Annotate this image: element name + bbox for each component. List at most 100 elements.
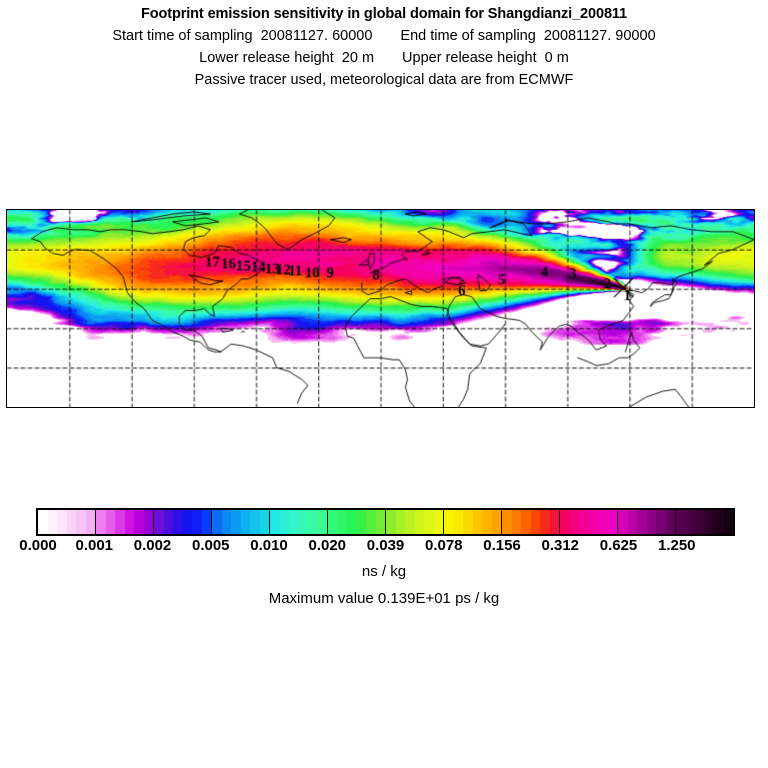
- colorbar-tick-7: 0.078: [424, 537, 463, 554]
- colorbar-band: [308, 510, 318, 534]
- colorbar-segment-5: [328, 510, 386, 534]
- colorbar-band: [695, 510, 705, 534]
- colorbar-band: [317, 510, 327, 534]
- colorbar-tick-labels: 0.000 0.001 0.002 0.005 0.010 0.020 0.039 0.078…: [0, 537, 768, 557]
- colorbar-segment-0: [38, 510, 96, 534]
- colorbar-band: [386, 510, 396, 534]
- colorbar-band: [627, 510, 637, 534]
- colorbar-band: [665, 510, 675, 534]
- colorbar-band: [375, 510, 385, 534]
- header-block: Footprint emission sensitivity in global…: [0, 0, 768, 88]
- colorbar-band: [143, 510, 153, 534]
- colorbar-segment-8: [502, 510, 560, 534]
- colorbar-band: [328, 510, 338, 534]
- colorbar-band: [588, 510, 598, 534]
- colorbar-band: [472, 510, 482, 534]
- colorbar-tick-9: 0.312: [541, 537, 580, 554]
- colorbar-band: [646, 510, 656, 534]
- colorbar-band: [347, 510, 357, 534]
- upper-release-height-value: 0 m: [544, 50, 569, 66]
- colorbar-tick-1: 0.001: [75, 537, 114, 554]
- colorbar-band: [607, 510, 617, 534]
- colorbar-band: [482, 510, 492, 534]
- lower-release-height-label: Lower release height: [199, 50, 334, 66]
- colorbar-band: [569, 510, 579, 534]
- colorbar-band: [560, 510, 570, 534]
- colorbar-band: [714, 510, 724, 534]
- colorbar-band: [598, 510, 608, 534]
- start-time-value: 20081127. 60000: [260, 28, 373, 44]
- colorbar-segment-1: [96, 510, 154, 534]
- colorbar-tick-2: 0.002: [133, 537, 172, 554]
- colorbar-segment-6: [386, 510, 444, 534]
- colorbar-segment-10: [618, 510, 676, 534]
- colorbar-segment-7: [444, 510, 502, 534]
- colorbar-band: [259, 510, 269, 534]
- colorbar-segment-3: [212, 510, 270, 534]
- colorbar-units-label: ns / kg: [361, 563, 407, 580]
- colorbar-tick-4: 0.010: [250, 537, 288, 554]
- colorbar-band: [395, 510, 405, 534]
- colorbar-tick-10: 0.625: [599, 537, 638, 554]
- colorbar-band: [221, 510, 231, 534]
- upper-release-height-label: Upper release height: [402, 50, 537, 66]
- colorbar-tick-0: 0.000: [19, 537, 57, 554]
- colorbar-band: [579, 510, 589, 534]
- colorbar-band: [279, 510, 289, 534]
- colorbar-band: [289, 510, 299, 534]
- release-height-row: Lower release height 20 m Upper release he…: [0, 50, 768, 66]
- colorbar-band: [424, 510, 434, 534]
- colorbar-band: [685, 510, 695, 534]
- colorbar-band: [521, 510, 531, 534]
- colorbar-band: [676, 510, 686, 534]
- colorbar-band: [231, 510, 241, 534]
- tracer-meteorology-note: Passive tracer used, meteorological data…: [194, 72, 574, 88]
- colorbar-band: [105, 510, 115, 534]
- colorbar-band: [618, 510, 628, 534]
- colorbar-band: [656, 510, 666, 534]
- colorbar-segment-11: [676, 510, 733, 534]
- colorbar-band: [47, 510, 57, 534]
- colorbar-band: [163, 510, 173, 534]
- colorbar-segment-4: [270, 510, 328, 534]
- colorbar-band: [704, 510, 714, 534]
- colorbar-band: [298, 510, 308, 534]
- colorbar-band: [444, 510, 454, 534]
- colorbar-band: [433, 510, 443, 534]
- sampling-time-row: Start time of sampling 20081127. 60000 End…: [0, 28, 768, 44]
- colorbar-band: [502, 510, 512, 534]
- colorbar: [36, 508, 735, 536]
- colorbar-band: [337, 510, 347, 534]
- colorbar-band: [463, 510, 473, 534]
- footprint-heatmap-canvas: [7, 210, 754, 407]
- colorbar-tick-5: 0.020: [308, 537, 347, 554]
- colorbar-band: [182, 510, 192, 534]
- colorbar-band: [453, 510, 463, 534]
- colorbar-band: [173, 510, 183, 534]
- colorbar-band: [530, 510, 540, 534]
- colorbar-band: [57, 510, 67, 534]
- colorbar-band: [250, 510, 260, 534]
- page-title: Footprint emission sensitivity in global…: [140, 6, 628, 22]
- colorbar-band: [66, 510, 76, 534]
- colorbar-band: [491, 510, 501, 534]
- colorbar-band: [154, 510, 164, 534]
- lower-release-height-value: 20 m: [341, 50, 375, 66]
- maximum-value-label: Maximum value 0.139E+01 ps / kg: [268, 590, 500, 607]
- map-panel: [6, 209, 755, 408]
- colorbar-band: [240, 510, 250, 534]
- colorbar-gradient: [36, 508, 735, 536]
- colorbar-band: [549, 510, 559, 534]
- end-time-label: End time of sampling: [400, 28, 536, 44]
- colorbar-tick-8: 0.156: [483, 537, 521, 554]
- colorbar-tick-3: 0.005: [191, 537, 230, 554]
- colorbar-band: [85, 510, 95, 534]
- colorbar-band: [96, 510, 106, 534]
- colorbar-band: [124, 510, 134, 534]
- colorbar-band: [192, 510, 202, 534]
- colorbar-band: [38, 510, 48, 534]
- colorbar-band: [366, 510, 376, 534]
- colorbar-tick-6: 0.039: [366, 537, 405, 554]
- colorbar-segment-9: [560, 510, 618, 534]
